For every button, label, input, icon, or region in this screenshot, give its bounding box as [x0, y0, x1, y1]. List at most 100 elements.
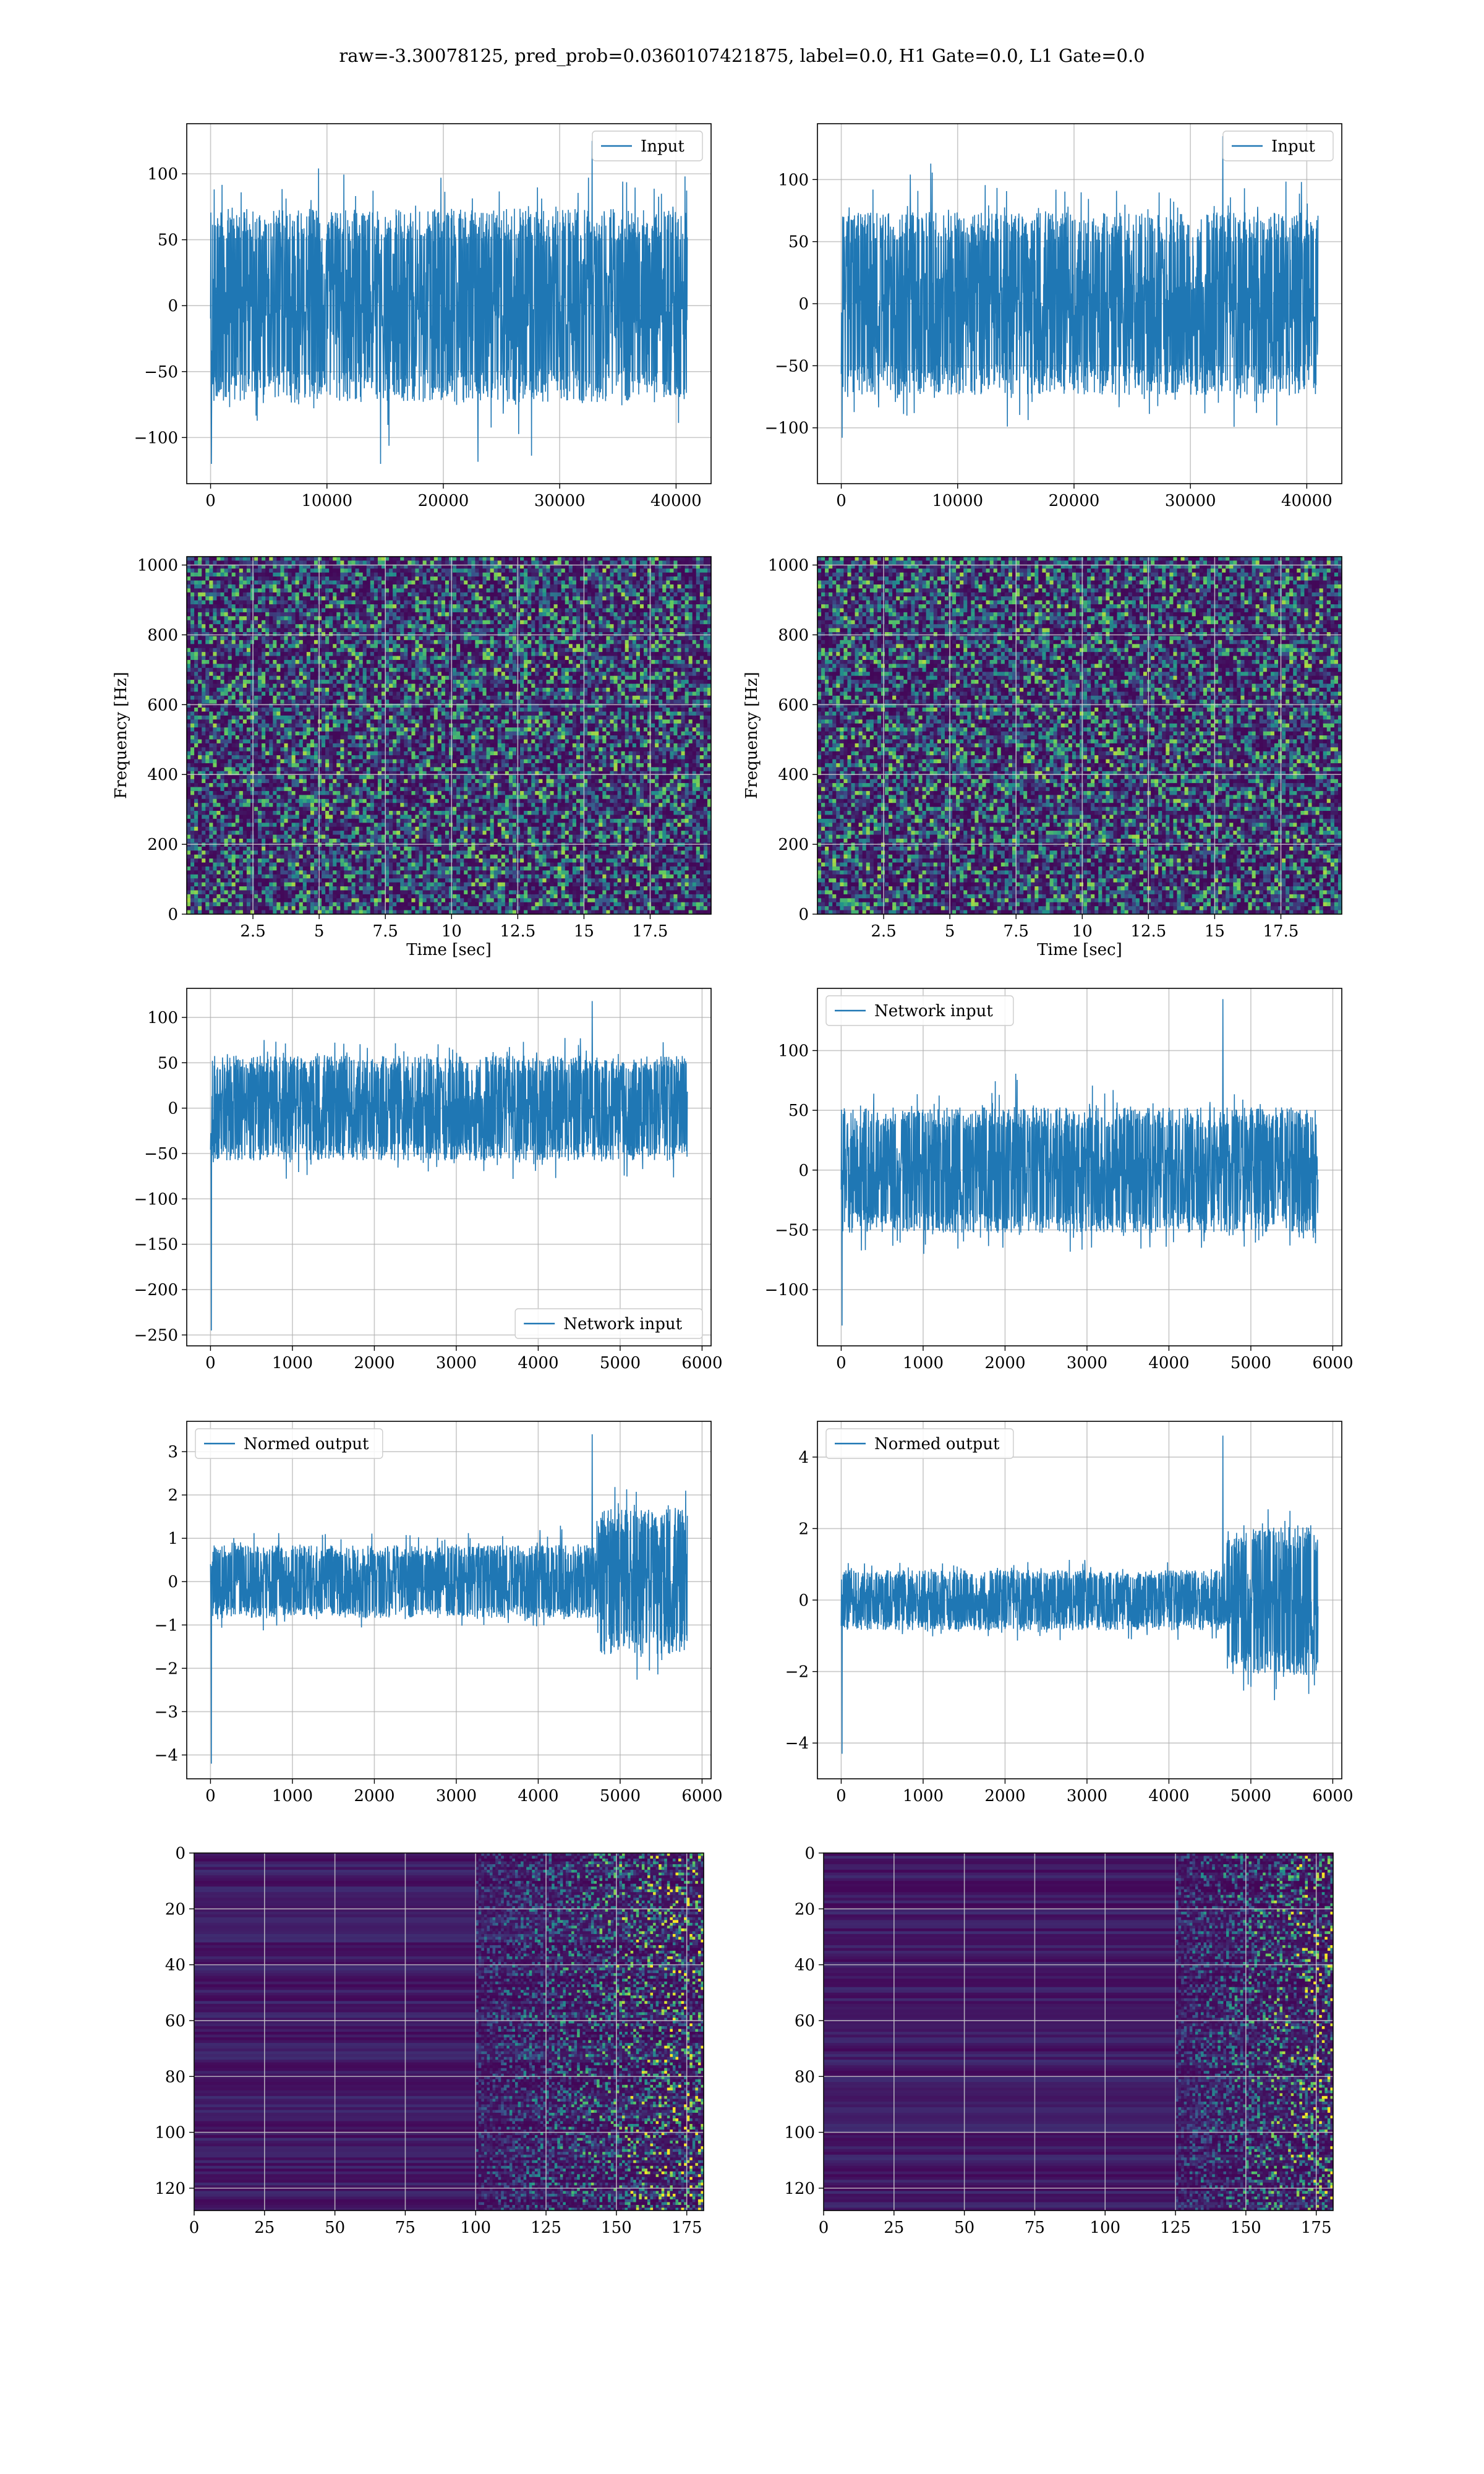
x-tick-label: 150	[1230, 2219, 1261, 2237]
y-tick-label: 3	[168, 1443, 178, 1462]
x-tick-label: 75	[1025, 2219, 1045, 2237]
y-tick-label: 0	[798, 295, 809, 314]
y-tick-label: 100	[147, 1009, 178, 1027]
x-tick-label: 2.5	[871, 922, 896, 941]
x-tick-label: 2.5	[240, 922, 265, 941]
y-tick-label: 0	[798, 1591, 809, 1610]
x-tick-label: 100	[460, 2219, 491, 2237]
x-tick-label: 10000	[301, 492, 352, 510]
x-tick-label: 25	[254, 2219, 275, 2237]
subplot-h1-network-input: 0 1000 2000 3000 4000 5000 6000−250−200−150−10…	[134, 988, 723, 1372]
x-tick-label: 0	[205, 1354, 216, 1372]
x-tick-label: 0	[819, 2219, 829, 2237]
x-tick-label: 1000	[903, 1354, 944, 1372]
y-tick-label: 60	[795, 2012, 815, 2031]
x-tick-label: 10	[1072, 922, 1093, 941]
series-line	[210, 140, 688, 464]
y-tick-label: 1000	[768, 557, 809, 575]
y-tick-label: −4	[785, 1734, 809, 1753]
subplot-h1-feature-map: 0 25 50 75 100 125 150 175 0 20 40 60 80 100 120	[155, 1844, 704, 2237]
axes-frame	[186, 1421, 712, 1779]
x-tick-label: 0	[836, 1787, 846, 1805]
y-tick-label: 800	[147, 626, 178, 644]
x-tick-label: 3000	[1067, 1787, 1107, 1805]
x-tick-label: 50	[954, 2219, 974, 2237]
y-tick-label: 0	[168, 1573, 178, 1591]
x-tick-label: 6000	[1312, 1354, 1353, 1372]
x-tick-label: 5000	[600, 1354, 641, 1372]
y-tick-label: −1	[155, 1616, 178, 1635]
x-tick-label: 12.5	[1130, 922, 1166, 941]
x-tick-label: 5000	[1230, 1354, 1271, 1372]
legend: Network input	[825, 995, 1014, 1026]
y-tick-label: 400	[147, 766, 178, 784]
x-tick-label: 1000	[272, 1354, 313, 1372]
axes-frame	[186, 556, 712, 915]
x-tick-label: 150	[601, 2219, 632, 2237]
x-tick-label: 1000	[903, 1787, 944, 1805]
x-tick-label: 30000	[1165, 492, 1216, 510]
y-tick-label: −100	[765, 1281, 809, 1299]
y-tick-label: 600	[147, 696, 178, 714]
y-axis-label: Frequency [Hz]	[743, 672, 761, 799]
y-tick-label: −50	[775, 1221, 809, 1239]
legend-label: Normed output	[244, 1435, 369, 1453]
series-line	[840, 999, 1319, 1326]
legend: Network input	[514, 1308, 703, 1339]
y-tick-label: 4	[798, 1449, 809, 1467]
y-tick-label: 50	[788, 1102, 809, 1120]
x-tick-label: 3000	[1067, 1354, 1107, 1372]
x-tick-label: 15	[1205, 922, 1225, 941]
grid-lines	[187, 988, 711, 1346]
x-tick-label: 20000	[1049, 492, 1100, 510]
y-tick-label: 2	[798, 1520, 809, 1538]
y-tick-label: 100	[147, 165, 178, 184]
series-line	[840, 136, 1319, 438]
x-tick-label: 7.5	[373, 922, 398, 941]
y-tick-label: 200	[778, 836, 809, 854]
x-tick-label: 5	[314, 922, 325, 941]
y-tick-label: 100	[155, 2124, 186, 2142]
x-tick-label: 7.5	[1004, 922, 1029, 941]
axes-frame	[194, 1852, 704, 2211]
y-tick-label: 0	[798, 1162, 809, 1180]
y-tick-label: 800	[778, 626, 809, 644]
x-tick-label: 175	[1301, 2219, 1332, 2237]
x-tick-label: 75	[395, 2219, 416, 2237]
y-tick-label: −200	[134, 1281, 178, 1299]
y-tick-label: 600	[778, 696, 809, 714]
y-tick-label: 50	[158, 1054, 178, 1072]
y-tick-label: −50	[144, 1145, 178, 1163]
x-tick-label: 2000	[984, 1354, 1025, 1372]
axes-frame	[817, 556, 1342, 915]
x-tick-label: 50	[325, 2219, 345, 2237]
x-tick-label: 125	[1160, 2219, 1191, 2237]
x-tick-label: 20000	[418, 492, 469, 510]
y-tick-label: −100	[765, 419, 809, 438]
legend: Input	[1222, 131, 1334, 161]
y-tick-label: 0	[798, 905, 809, 924]
y-tick-label: 400	[778, 766, 809, 784]
y-tick-label: 100	[778, 1042, 809, 1061]
axes-frame	[823, 1852, 1334, 2211]
legend-label: Network input	[874, 1002, 993, 1021]
x-tick-label: 17.5	[633, 922, 668, 941]
x-tick-label: 12.5	[500, 922, 535, 941]
y-tick-label: −100	[134, 429, 178, 447]
heatmap-image	[194, 1853, 704, 2211]
y-tick-label: 80	[795, 2068, 815, 2086]
x-tick-label: 5000	[1230, 1787, 1271, 1805]
heatmap-image	[817, 557, 1342, 914]
y-tick-label: 20	[165, 1900, 186, 1919]
x-tick-label: 1000	[272, 1787, 313, 1805]
subplot-h1-normed-output: 0 1000 2000 3000 4000 5000 6000 −4 −3 −2 −1 0 1 2 3 Nor…	[155, 1421, 723, 1805]
y-tick-label: 20	[795, 1900, 815, 1919]
x-tick-label: 0	[836, 1354, 846, 1372]
x-tick-label: 0	[189, 2219, 200, 2237]
x-tick-label: 30000	[534, 492, 586, 510]
y-tick-label: 40	[165, 1956, 186, 1975]
heatmap-image	[187, 557, 711, 914]
y-tick-label: 50	[158, 231, 178, 250]
y-tick-label: −50	[144, 363, 178, 382]
y-tick-label: 0	[175, 1844, 186, 1863]
